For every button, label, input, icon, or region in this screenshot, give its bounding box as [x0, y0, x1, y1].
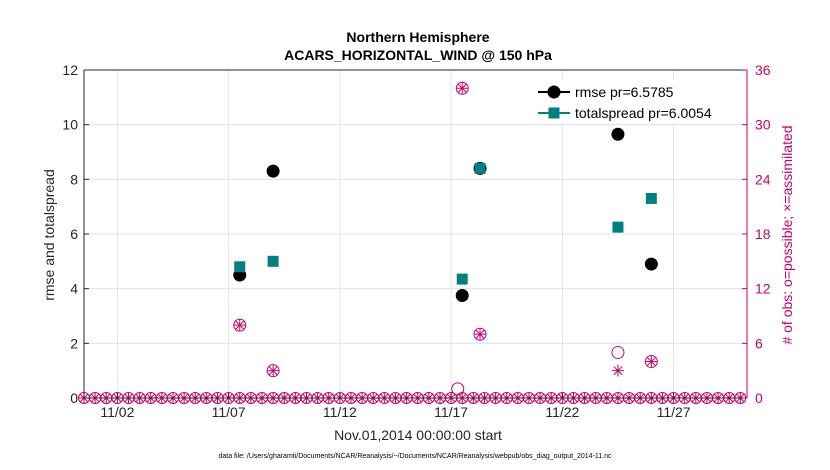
legend-rmse-label: rmse pr=6.5785: [575, 84, 674, 100]
y-tick-label-left: 0: [70, 390, 78, 406]
assimilated-obs-marker: [456, 82, 469, 95]
totalspread-point: [267, 255, 279, 267]
possible-obs-marker: [611, 345, 625, 359]
asterisk-stroke: [475, 329, 485, 339]
y-tick-label-left: 2: [70, 335, 78, 351]
tick-labels: 11/02 11/07 11/12 11/17 11/22 11/270246810120…: [62, 62, 770, 420]
asterisk-stroke: [646, 356, 656, 367]
y-tick-label-left: 10: [62, 117, 78, 133]
assimilated-obs-marker: [611, 364, 624, 377]
rmse-point: [644, 257, 658, 271]
y-axis-label-left: rmse and totalspread: [41, 169, 57, 301]
y-tick-label-right: 0: [755, 390, 763, 406]
possible-obs-marker: [451, 382, 465, 396]
legend-rmse-marker: [547, 85, 561, 99]
x-tick-label: 11/27: [657, 404, 691, 420]
y-tick-label-right: 30: [755, 117, 771, 133]
rmse-point: [455, 289, 469, 302]
y-tick-label-right: 24: [755, 171, 771, 187]
rmse-point: [266, 164, 280, 178]
asterisk-stroke: [457, 83, 467, 93]
y-tick-label-left: 6: [70, 226, 78, 242]
legend: rmse pr=6.5785 totalspread pr=6.0054: [532, 80, 744, 124]
asterisk-stroke: [268, 366, 278, 376]
y-tick-label-right: 12: [755, 281, 771, 297]
obs-count-markers: [233, 81, 658, 396]
x-tick-label: 11/02: [100, 404, 134, 420]
axes: [83, 69, 748, 399]
assimilated-obs-marker: [233, 319, 246, 332]
chart-title-line-1: Northern Hemisphere: [346, 29, 489, 45]
legend-totalspread-label: totalspread pr=6.0054: [575, 105, 712, 121]
chart-title-line-2: ACARS_HORIZONTAL_WIND @ 150 hPa: [284, 47, 552, 63]
asterisk-stroke: [235, 320, 245, 330]
x-tick-label: 11/17: [434, 404, 468, 420]
series-markers: [233, 127, 658, 302]
y-tick-label-left: 12: [62, 62, 78, 78]
totalspread-point: [456, 273, 468, 285]
totalspread-point: [645, 192, 657, 204]
asterisk-stroke: [613, 366, 623, 376]
totalspread-point: [234, 261, 246, 273]
totalspread-point: [612, 221, 624, 233]
y-tick-label-left: 4: [70, 281, 78, 297]
x-tick-label: 11/07: [212, 404, 246, 420]
x-axis-label: Nov.01,2014 00:00:00 start: [334, 427, 502, 443]
legend-totalspread-marker: [548, 107, 560, 119]
assimilated-obs-marker: [267, 364, 280, 377]
legend-box: [532, 80, 744, 124]
y-tick-label-right: 36: [755, 62, 771, 78]
totalspread-point: [474, 162, 486, 174]
assimilated-obs-marker: [474, 328, 487, 341]
y-axis-label-right: # of obs: o=possible; ×=assimilated: [779, 125, 795, 344]
y-tick-label-right: 18: [755, 226, 771, 242]
x-tick-label: 11/22: [545, 404, 579, 420]
y-tick-label-left: 8: [70, 171, 78, 187]
rmse-point: [611, 127, 625, 141]
y-tick-label-right: 6: [755, 335, 763, 351]
assimilated-obs-marker: [645, 355, 658, 368]
data-file-footnote: data file: /Users/gharamti/Documents/NCA…: [218, 453, 612, 460]
x-tick-label: 11/12: [323, 404, 357, 420]
